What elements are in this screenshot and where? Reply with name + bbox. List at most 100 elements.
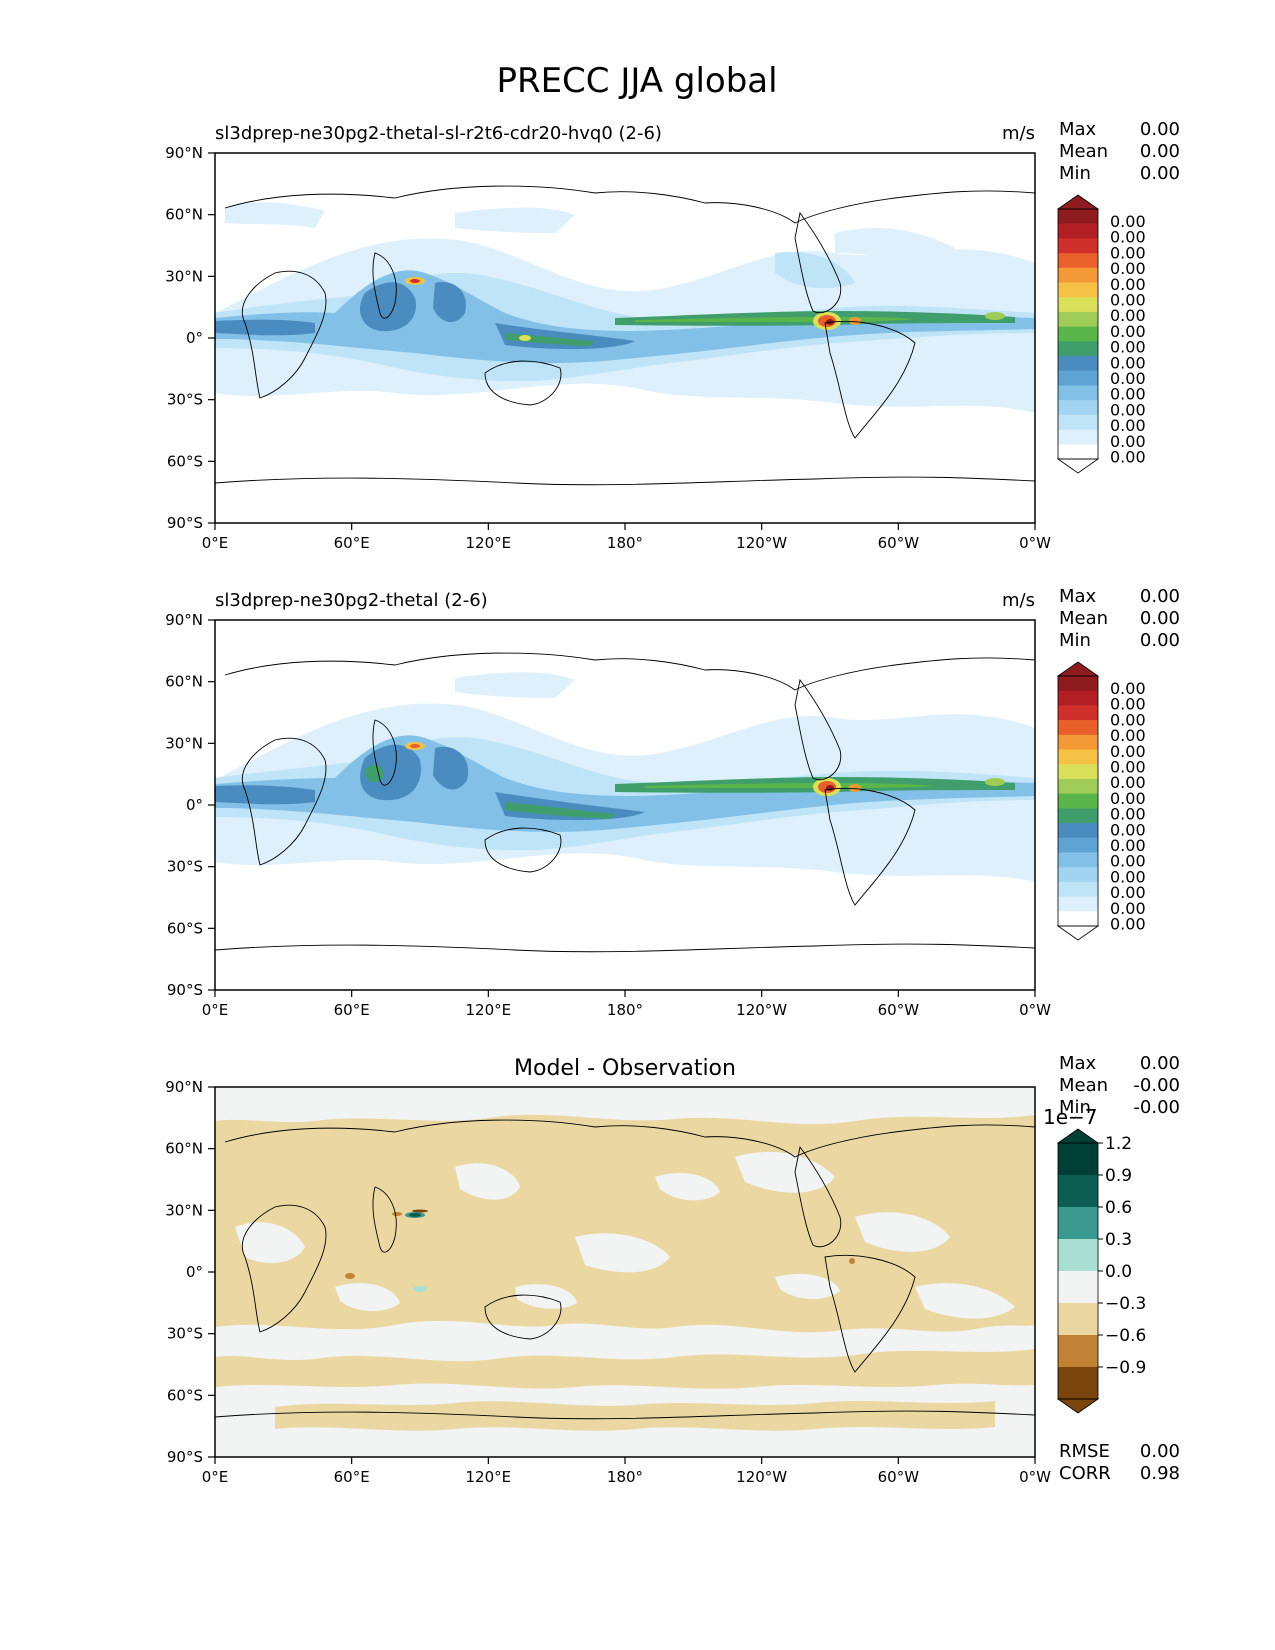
colorbar-label: 0.00 xyxy=(1110,915,1146,934)
colorbar-segment xyxy=(1058,223,1098,239)
colorbar-frame xyxy=(1057,208,1099,460)
colorbar-segment xyxy=(1058,209,1098,225)
lat-tick-label: 30°N xyxy=(165,734,203,752)
metric-value: 0.98 xyxy=(1140,1463,1180,1484)
colorbar-label: 0.00 xyxy=(1110,338,1146,357)
lon-tick-label: 180° xyxy=(607,1468,643,1486)
colorbar-segment xyxy=(1058,326,1098,342)
colorbar-scale-label: 1e−7 xyxy=(1043,1105,1098,1129)
colorbar-label: 0.00 xyxy=(1110,322,1146,341)
lat-tick-label: 90°S xyxy=(167,514,203,532)
colorbar-label: 0.00 xyxy=(1110,726,1146,745)
colorbar-label: 0.00 xyxy=(1110,369,1146,388)
stat-label: Max xyxy=(1059,1053,1097,1074)
colorbar-segment xyxy=(1058,1143,1098,1176)
lat-tick-label: 0° xyxy=(186,1263,203,1281)
colorbar-segment xyxy=(1058,720,1098,736)
lat-tick-label: 90°N xyxy=(165,611,203,629)
colorbar-segment xyxy=(1058,911,1098,927)
colorbar-label: −0.9 xyxy=(1105,1358,1146,1378)
panel-subtitle: sl3dprep-ne30pg2-thetal (2-6) xyxy=(215,590,488,611)
lon-tick-label: 0°W xyxy=(1019,534,1051,552)
colorbar-extend-min xyxy=(1056,925,1100,941)
lon-tick-label: 120°E xyxy=(466,1468,512,1486)
lat-tick-label: 30°N xyxy=(165,1201,203,1219)
colorbar-segment xyxy=(1058,749,1098,765)
colorbar-label: 1.2 xyxy=(1105,1134,1132,1154)
colorbar-label: −0.3 xyxy=(1105,1294,1146,1314)
colorbar-segment xyxy=(1058,311,1098,328)
colorbar-segment xyxy=(1058,1175,1098,1208)
colorbar-label: 0.00 xyxy=(1110,416,1146,435)
lat-tick-label: 90°N xyxy=(165,1078,203,1096)
colorbar-label: 0.00 xyxy=(1110,805,1146,824)
map-field xyxy=(215,153,1035,523)
colorbar-label: 0.3 xyxy=(1105,1230,1132,1250)
lon-tick-label: 120°W xyxy=(736,1001,787,1019)
colorbar-segment xyxy=(1058,370,1098,386)
stat-label: Mean xyxy=(1059,608,1108,629)
colorbar-segment xyxy=(1058,1367,1098,1400)
panel-test: sl3dprep-ne30pg2-thetal-sl-r2t6-cdr20-hv… xyxy=(165,119,1180,552)
colorbar-segment xyxy=(1058,852,1098,868)
lat-tick-label: 30°N xyxy=(165,267,203,285)
lon-tick-label: 0°E xyxy=(202,534,229,552)
lat-tick-label: 0° xyxy=(186,329,203,347)
lat-tick-label: 60°S xyxy=(167,452,203,470)
stat-value: 0.00 xyxy=(1140,608,1180,629)
colorbar: 1.2 0.9 0.6 0.3 0.0 −0.3 −0.6 −0.9 xyxy=(1056,1128,1146,1414)
metrics-box: RMSE 0.00 CORR 0.98 xyxy=(1059,1441,1180,1484)
panel-reference: sl3dprep-ne30pg2-thetal (2-6) m/s xyxy=(165,586,1180,1019)
coastlines xyxy=(214,652,1036,953)
colorbar-label: 0.00 xyxy=(1110,448,1146,467)
colorbar-segment xyxy=(1058,253,1098,269)
colorbar-segment xyxy=(1058,297,1098,313)
colorbar-segment xyxy=(1058,356,1098,372)
panel-difference: Model - Observation xyxy=(165,1053,1180,1486)
lon-tick-label: 180° xyxy=(607,1001,643,1019)
colorbar-segment xyxy=(1058,238,1098,254)
colorbar-segment xyxy=(1058,267,1098,284)
colorbar-segment xyxy=(1058,867,1098,883)
colorbar-segment xyxy=(1058,414,1098,431)
colorbar-segment xyxy=(1058,429,1098,445)
lon-tick-label: 60°W xyxy=(878,534,920,552)
lon-tick-label: 0°E xyxy=(202,1001,229,1019)
lat-tick-label: 90°S xyxy=(167,1448,203,1466)
colorbar-label: 0.00 xyxy=(1110,228,1146,247)
stat-label: Mean xyxy=(1059,141,1108,162)
colorbar-segment xyxy=(1058,734,1098,751)
colorbar-extend-min xyxy=(1056,1398,1100,1414)
lon-tick-label: 60°W xyxy=(878,1001,920,1019)
colorbar-label: 0.00 xyxy=(1110,259,1146,278)
lon-tick-label: 0°W xyxy=(1019,1468,1051,1486)
colorbar-segment xyxy=(1058,823,1098,839)
lat-tick-label: 60°N xyxy=(165,1140,203,1158)
metric-label: RMSE xyxy=(1059,1441,1110,1462)
panel-title: Model - Observation xyxy=(514,1056,736,1081)
panel-subtitle: sl3dprep-ne30pg2-thetal-sl-r2t6-cdr20-hv… xyxy=(215,123,662,144)
lat-tick-label: 90°S xyxy=(167,981,203,999)
metric-value: 0.00 xyxy=(1140,1441,1180,1462)
colorbar-label: 0.00 xyxy=(1110,291,1146,310)
stats-box: Max 0.00 Mean 0.00 Min 0.00 xyxy=(1059,586,1180,651)
lon-tick-label: 60°E xyxy=(334,1001,370,1019)
colorbar-label: 0.0 xyxy=(1105,1262,1132,1282)
colorbar-label: 0.00 xyxy=(1110,867,1146,886)
lon-tick-label: 0°E xyxy=(202,1468,229,1486)
stat-label: Max xyxy=(1059,119,1097,140)
colorbar-segment xyxy=(1058,793,1098,809)
colorbar-segment xyxy=(1058,1335,1098,1368)
colorbar-label: 0.00 xyxy=(1110,243,1146,262)
colorbar-label: 0.00 xyxy=(1110,789,1146,808)
lon-tick-label: 60°E xyxy=(334,1468,370,1486)
colorbar-label: 0.00 xyxy=(1110,306,1146,325)
lon-tick-label: 180° xyxy=(607,534,643,552)
figure-title: PRECC JJA global xyxy=(496,61,777,101)
stat-value: 0.00 xyxy=(1140,630,1180,651)
map-field xyxy=(215,1087,1035,1457)
colorbar: 0.000.000.000.000.000.000.000.000.000.00… xyxy=(1056,194,1146,474)
stat-label: Min xyxy=(1059,163,1091,184)
colorbar-label: 0.00 xyxy=(1110,275,1146,294)
